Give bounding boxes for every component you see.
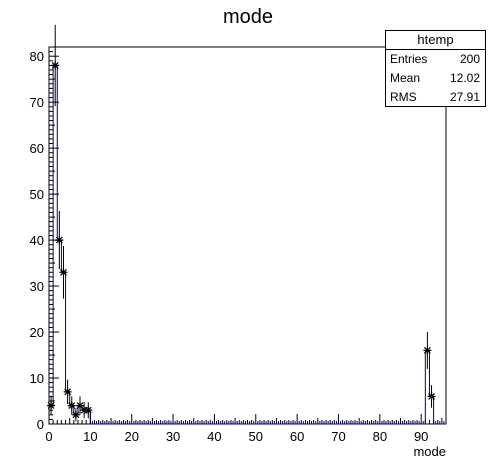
x-tick-label: 70: [331, 429, 345, 444]
bin-marker: [67, 401, 76, 410]
y-tick-label: 40: [30, 233, 44, 248]
stats-value: 12.02: [449, 71, 480, 85]
x-tick-label: 90: [414, 429, 428, 444]
stats-label: Mean: [390, 71, 421, 85]
stats-value: 200: [459, 52, 480, 66]
bin-marker: [51, 61, 60, 70]
x-tick-label: 10: [83, 429, 97, 444]
x-tick-label: 80: [373, 429, 387, 444]
y-tick-label: 60: [30, 141, 44, 156]
bin-point: [71, 408, 80, 422]
bin-point: [55, 211, 64, 270]
y-tick-label: 50: [30, 187, 44, 202]
bin-point: [427, 385, 436, 408]
chart-title: mode: [223, 6, 273, 28]
stats-label: RMS: [390, 90, 417, 104]
stats-box: htemp Entries 200 Mean 12.02 RMS 27.91: [385, 30, 486, 107]
stats-row-mean: Mean 12.02: [386, 69, 485, 88]
stats-title: htemp: [386, 31, 485, 50]
bin-point: [80, 402, 89, 419]
y-tick-label: 80: [30, 49, 44, 64]
bin-point: [76, 396, 85, 415]
y-tick-label: 10: [30, 371, 44, 386]
bin-point: [63, 379, 72, 404]
bin-marker: [71, 410, 80, 419]
bin-point: [423, 332, 432, 369]
x-tick-label: 50: [249, 429, 263, 444]
x-tick-label: 40: [207, 429, 221, 444]
y-tick-label: 0: [37, 417, 44, 432]
bin-marker: [423, 346, 432, 355]
y-tick-label: 30: [30, 279, 44, 294]
x-tick-label: 0: [45, 429, 52, 444]
bin-marker: [63, 387, 72, 396]
stats-value: 27.91: [449, 90, 480, 104]
y-tick-label: 70: [30, 95, 44, 110]
x-tick-label: 20: [124, 429, 138, 444]
bin-marker: [80, 406, 89, 415]
bin-marker: [76, 401, 85, 410]
histogram-outline: [49, 64, 446, 425]
bin-marker: [84, 406, 93, 415]
x-tick-label: 30: [166, 429, 180, 444]
stats-row-rms: RMS 27.91: [386, 88, 485, 107]
x-axis-label: mode: [413, 444, 446, 459]
stats-label: Entries: [390, 52, 428, 66]
bin-marker: [427, 392, 436, 401]
x-tick-label: 60: [290, 429, 304, 444]
bin-point: [51, 24, 60, 106]
stats-row-entries: Entries 200: [386, 50, 485, 69]
bin-marker: [55, 236, 64, 245]
axes-layer: 0 10 20 30 40 50 60 70 80 90 0 10 20 30 40 50 60 70 80: [30, 46, 447, 444]
bin-point: [59, 245, 68, 299]
bin-marker: [59, 268, 68, 277]
bin-point: [67, 396, 76, 415]
y-tick-label: 20: [30, 325, 44, 340]
bin-point: [84, 402, 93, 419]
